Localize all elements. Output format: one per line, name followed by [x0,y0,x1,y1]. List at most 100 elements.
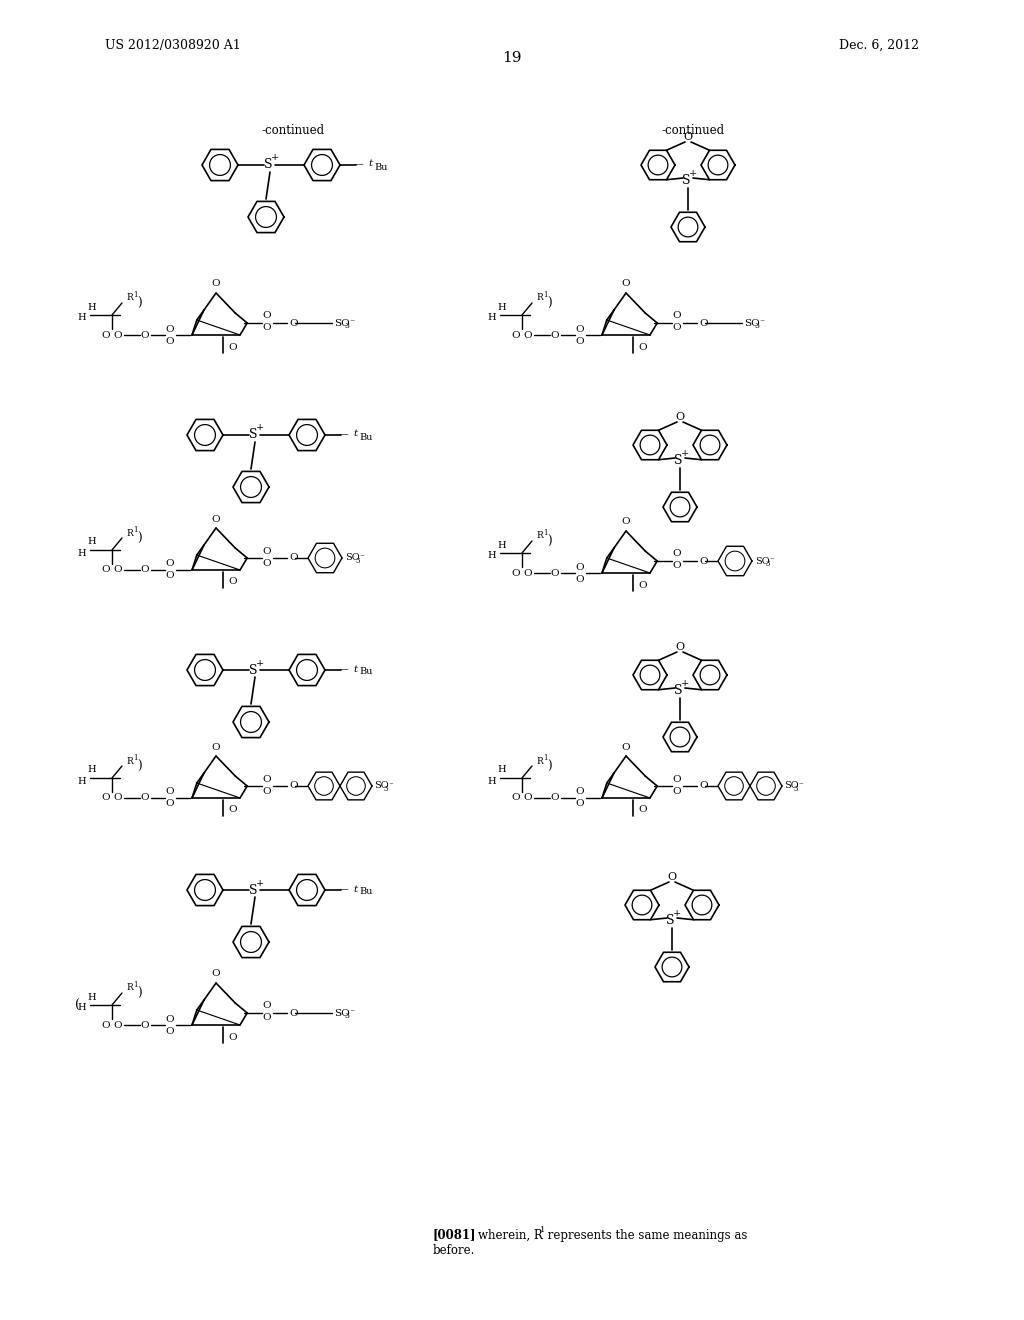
Text: 1: 1 [133,290,137,300]
Text: ): ) [547,535,551,548]
Text: O: O [575,574,585,583]
Text: O: O [228,578,237,586]
Text: O: O [512,569,520,578]
Text: ): ) [136,297,141,309]
Text: O: O [512,330,520,339]
Text: O: O [638,805,646,814]
Text: O: O [289,781,298,791]
Text: 1: 1 [133,981,137,989]
Text: 1: 1 [133,525,137,535]
Text: 3: 3 [754,322,759,330]
Text: O: O [683,132,692,143]
Text: O: O [140,565,150,574]
Text: 3: 3 [794,785,799,793]
Text: O: O [668,873,677,882]
Text: O: O [228,342,237,351]
Text: O: O [699,781,708,791]
Text: O: O [289,318,298,327]
Text: —: — [338,665,348,675]
Text: O: O [212,742,220,751]
Text: O: O [575,325,585,334]
Text: S: S [674,454,682,467]
Text: O: O [166,337,174,346]
Text: O: O [638,581,646,590]
Text: O: O [140,1020,150,1030]
Text: wherein, R: wherein, R [478,1229,543,1242]
Text: O: O [212,969,220,978]
Text: 3: 3 [355,557,359,565]
Text: S: S [682,174,690,187]
Text: O: O [114,793,122,803]
Text: O: O [212,280,220,289]
Text: O: O [263,1014,271,1023]
Text: represents the same meanings as: represents the same meanings as [544,1229,748,1242]
Text: H: H [78,549,86,557]
Text: O: O [140,330,150,339]
Text: O: O [523,569,532,578]
Text: ): ) [547,759,551,772]
Text: R: R [126,983,133,993]
Text: O: O [523,330,532,339]
Text: ): ) [136,986,141,999]
Text: H: H [487,552,497,561]
Text: O: O [575,788,585,796]
Text: O: O [699,318,708,327]
Text: S: S [249,883,257,896]
Text: R: R [126,756,133,766]
Text: Bu: Bu [359,887,373,896]
Text: H: H [498,766,506,775]
Text: O: O [101,330,111,339]
Text: (: ( [76,998,81,1011]
Text: O: O [575,562,585,572]
Text: O: O [263,558,271,568]
Text: O: O [673,787,681,796]
Text: 1: 1 [543,290,548,300]
Text: O: O [166,800,174,808]
Text: O: O [166,572,174,581]
Text: R: R [126,293,133,302]
Text: t: t [353,429,357,438]
Text: H: H [487,314,497,322]
Text: O: O [575,337,585,346]
Text: O: O [638,342,646,351]
Text: O: O [263,323,271,333]
Text: O: O [228,805,237,814]
Text: 1: 1 [543,529,548,537]
Text: SO: SO [784,781,799,791]
Text: 19: 19 [502,51,522,65]
Text: O: O [622,280,631,289]
Text: +: + [256,879,264,887]
Text: O: O [263,312,271,321]
Text: O: O [101,1020,111,1030]
Text: 1: 1 [543,754,548,762]
Text: O: O [166,1027,174,1035]
Text: H: H [498,540,506,549]
Text: +: + [689,169,697,178]
Text: O: O [551,330,559,339]
Text: —: — [338,430,348,440]
Text: H: H [78,1003,86,1012]
Text: H: H [498,302,506,312]
Text: SO: SO [755,557,770,565]
Text: ): ) [547,297,551,309]
Text: ): ) [136,532,141,544]
Text: ⁻: ⁻ [759,318,764,327]
Text: +: + [256,424,264,433]
Text: O: O [699,557,708,565]
Text: O: O [523,793,532,803]
Text: SO: SO [334,1008,350,1018]
Text: O: O [676,642,685,652]
Text: +: + [681,680,689,689]
Text: O: O [673,561,681,570]
Text: t: t [368,160,372,169]
Text: S: S [249,429,257,441]
Text: O: O [114,330,122,339]
Text: H: H [88,302,96,312]
Text: +: + [271,153,280,162]
Text: O: O [114,1020,122,1030]
Text: H: H [88,537,96,546]
Text: 1: 1 [540,1226,546,1234]
Text: [0081]: [0081] [433,1229,476,1242]
Text: Bu: Bu [359,668,373,676]
Text: ⁻: ⁻ [349,318,354,327]
